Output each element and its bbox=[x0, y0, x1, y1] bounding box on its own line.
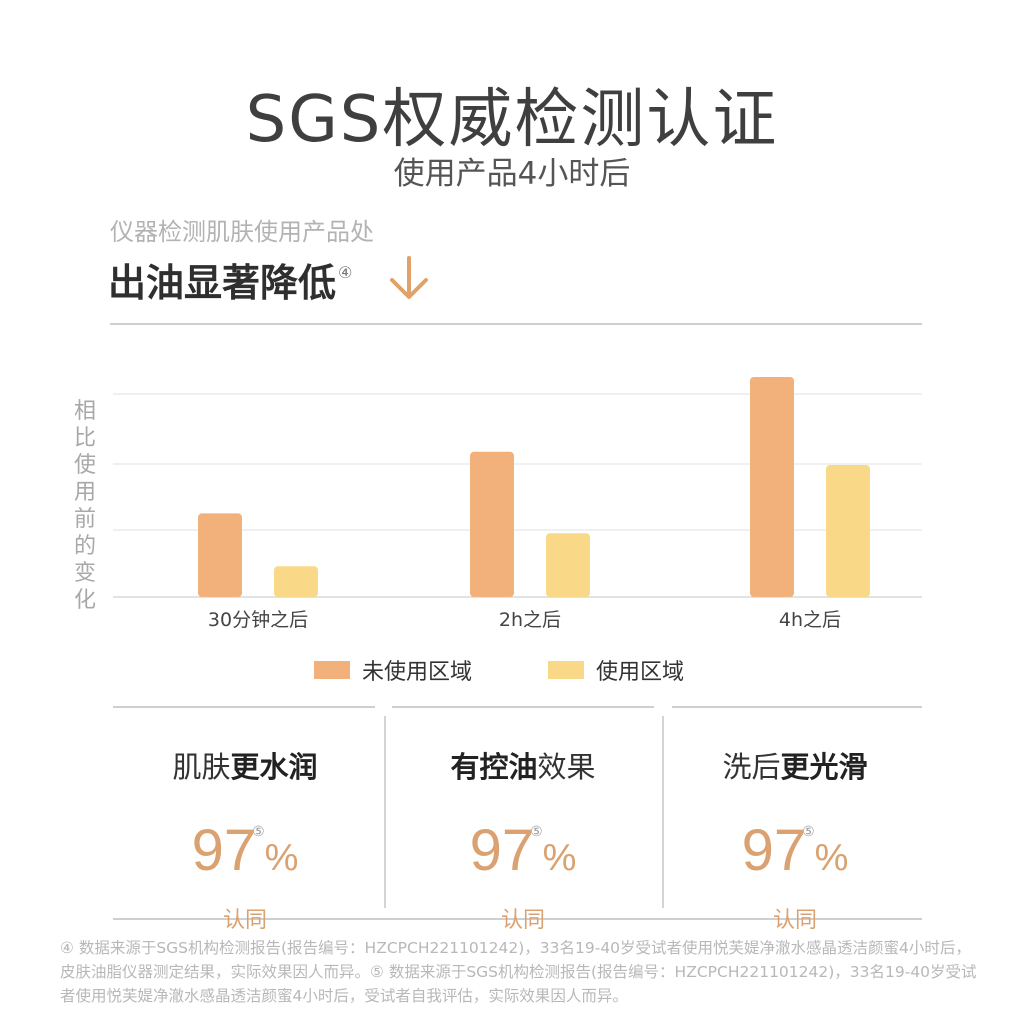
card-top-rule bbox=[392, 706, 654, 708]
stat-card-label: 洗后更光滑 bbox=[660, 745, 930, 789]
finding-headline: 出油显著降低 ④ bbox=[108, 252, 352, 307]
page-title: SGS权威检测认证 bbox=[245, 83, 779, 157]
legend-item-unused: 未使用区域 bbox=[314, 654, 472, 686]
card-top-rule bbox=[672, 706, 922, 708]
value-unit: % bbox=[814, 837, 849, 879]
legend-label-used: 使用区域 bbox=[596, 660, 685, 685]
value-unit: % bbox=[264, 837, 299, 879]
stat-card-agree: 认同 bbox=[222, 908, 267, 933]
label-bold: 有控油 bbox=[450, 750, 538, 784]
stat-card-label: 肌肤更水润 bbox=[110, 745, 380, 789]
bar-used-1 bbox=[546, 533, 590, 597]
label-bold: 更光滑 bbox=[780, 750, 868, 784]
value-footnote-mark: ⑤ bbox=[252, 823, 265, 839]
card-divider bbox=[662, 716, 664, 908]
stat-card-value: 97⑤% bbox=[388, 801, 658, 888]
bar-used-2 bbox=[826, 465, 870, 597]
bar-chart: 30分钟之后 2h之后 4h之后 bbox=[113, 377, 922, 631]
finding-kicker: 仪器检测肌肤使用产品处 bbox=[110, 218, 374, 246]
value-number: 97 bbox=[191, 818, 257, 883]
legend-swatch-used bbox=[548, 661, 584, 679]
divider bbox=[110, 323, 922, 325]
stat-card-value: 97⑤% bbox=[110, 801, 380, 888]
bar-unused-0 bbox=[198, 513, 242, 597]
stat-card-agree: 认同 bbox=[772, 908, 817, 933]
card-divider bbox=[384, 716, 386, 908]
stat-card-label: 有控油效果 bbox=[388, 745, 658, 789]
legend-item-used: 使用区域 bbox=[548, 654, 684, 686]
cards-bottom-rule bbox=[113, 918, 922, 920]
value-footnote-mark: ⑤ bbox=[530, 823, 543, 839]
stat-card-oil-control: 有控油效果 97⑤% 认同 bbox=[388, 745, 658, 934]
value-number: 97 bbox=[741, 818, 807, 883]
chart-bars bbox=[198, 377, 870, 597]
bar-unused-1 bbox=[470, 451, 514, 597]
stat-card-smooth: 洗后更光滑 97⑤% 认同 bbox=[660, 745, 930, 934]
down-arrow-icon bbox=[390, 256, 428, 299]
x-tick-label: 4h之后 bbox=[779, 609, 841, 631]
stat-card-agree: 认同 bbox=[500, 908, 545, 933]
headline-text: 出油显著降低 bbox=[108, 261, 337, 305]
legend-swatch-unused bbox=[314, 661, 350, 679]
x-tick-label: 2h之后 bbox=[499, 609, 561, 631]
label-plain: 效果 bbox=[537, 750, 596, 784]
stat-card-value: 97⑤% bbox=[660, 801, 930, 888]
bar-unused-2 bbox=[750, 377, 794, 597]
label-bold: 更水润 bbox=[230, 750, 318, 784]
card-top-rule bbox=[113, 706, 375, 708]
headline-footnote-mark: ④ bbox=[338, 263, 353, 282]
stat-card-moisture: 肌肤更水润 97⑤% 认同 bbox=[110, 745, 380, 934]
x-tick-label: 30分钟之后 bbox=[208, 609, 308, 631]
value-footnote-mark: ⑤ bbox=[802, 823, 815, 839]
legend-label-unused: 未使用区域 bbox=[362, 660, 473, 685]
value-unit: % bbox=[542, 837, 577, 879]
label-plain: 洗后 bbox=[722, 750, 781, 784]
bar-used-0 bbox=[274, 566, 318, 597]
chart-y-axis-label: 相比使用前的变化 bbox=[73, 399, 96, 613]
chart-x-ticks: 30分钟之后 2h之后 4h之后 bbox=[208, 609, 841, 631]
label-plain: 肌肤 bbox=[172, 750, 231, 784]
value-number: 97 bbox=[469, 818, 535, 883]
footnote: ④ 数据来源于SGS机构检测报告(报告编号：HZCPCH221101242)，3… bbox=[60, 939, 977, 1005]
page-subtitle: 使用产品4小时后 bbox=[393, 156, 631, 192]
